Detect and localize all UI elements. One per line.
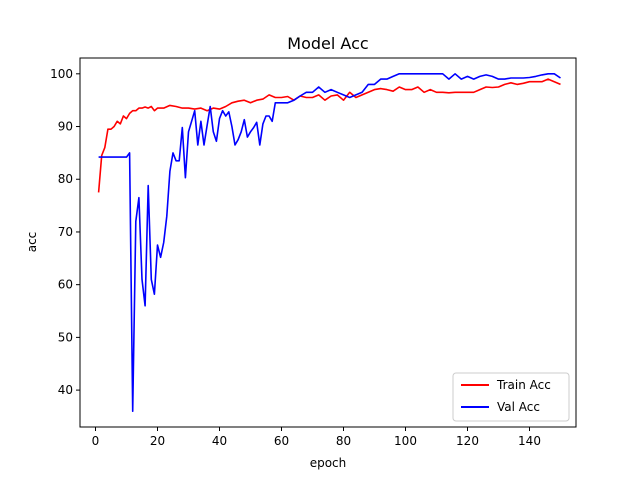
x-tick-label: 40 [212,434,227,448]
chart-title: Model Acc [287,34,368,53]
x-axis-ticks: 0 20 40 60 80 100 120 140 [92,427,541,448]
y-tick-label: 90 [58,120,73,134]
y-tick-label: 40 [58,383,73,397]
y-tick-label: 80 [58,172,73,186]
plot-area [79,57,577,428]
legend-label-val: Val Acc [497,400,540,414]
y-axis-ticks: 40 50 60 70 80 90 100 [50,67,80,397]
series-layer [97,73,561,413]
y-tick-label: 70 [58,225,73,239]
x-tick-label: 20 [150,434,165,448]
x-tick-label: 120 [456,434,479,448]
x-tick-label: 0 [92,434,100,448]
legend-label-train: Train Acc [496,378,551,392]
x-tick-label: 80 [336,434,351,448]
y-tick-label: 50 [58,330,73,344]
series-line-train-acc [97,78,561,193]
x-tick-label: 140 [518,434,541,448]
y-tick-label: 100 [50,67,73,81]
series-line-val-acc [98,73,561,413]
x-axis-label: epoch [310,456,347,470]
y-tick-label: 60 [58,278,73,292]
y-axis-label: acc [25,232,39,253]
legend: Train Acc Val Acc [452,372,570,422]
x-tick-label: 100 [394,434,417,448]
plot-frame [79,57,577,428]
x-tick-label: 60 [274,434,289,448]
